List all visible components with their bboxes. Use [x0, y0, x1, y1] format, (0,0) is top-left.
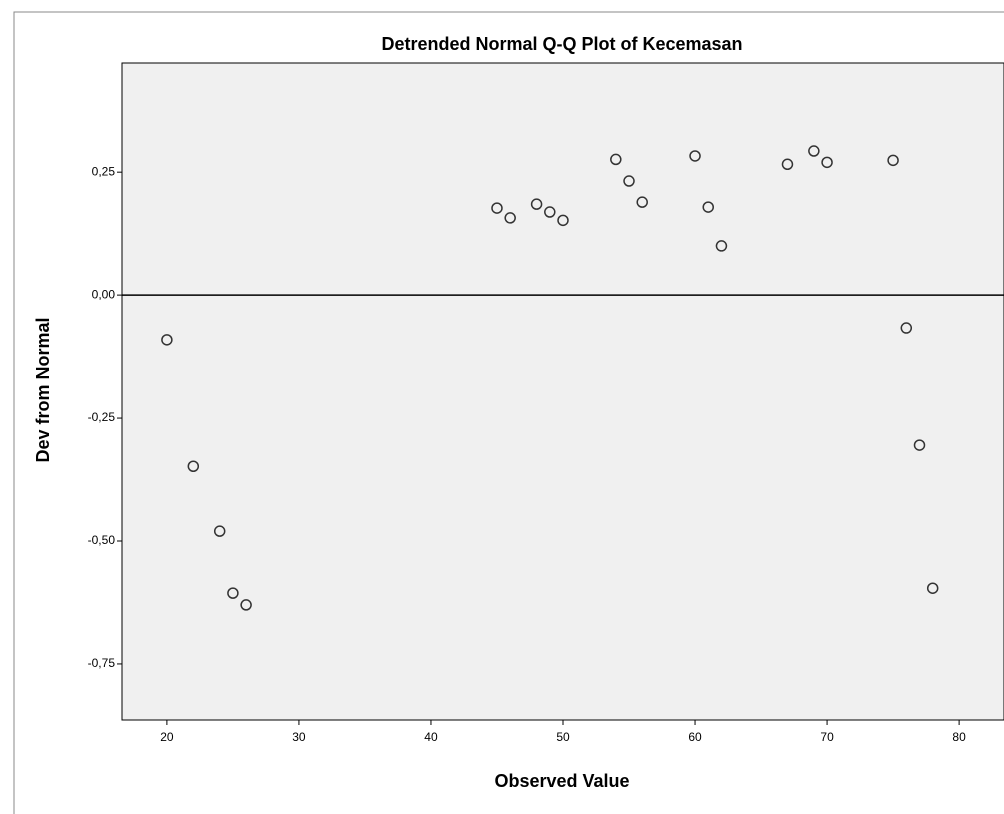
- point: [491, 202, 503, 214]
- point: [544, 206, 556, 218]
- point: [913, 439, 926, 451]
- y-tick-label: -0,75: [88, 656, 116, 670]
- point: [821, 156, 833, 169]
- point: [240, 599, 252, 611]
- y-tick-label: -0,50: [88, 533, 116, 547]
- point: [610, 153, 622, 166]
- point: [900, 322, 913, 334]
- x-tick-label: 40: [424, 730, 438, 744]
- point: [689, 150, 701, 162]
- y-tick-label: 0,25: [92, 164, 116, 178]
- point: [504, 212, 516, 224]
- point: [227, 587, 239, 599]
- point: [715, 240, 728, 252]
- point: [702, 201, 714, 213]
- point: [161, 334, 173, 346]
- y-tick-label: -0,25: [88, 410, 116, 424]
- point: [808, 145, 820, 157]
- point: [623, 175, 635, 187]
- frame: [13, 11, 1004, 814]
- y-axis-label: Dev from Normal: [33, 317, 53, 462]
- point: [781, 158, 794, 171]
- point: [530, 198, 543, 210]
- y-tick-label: 0,00: [92, 287, 116, 301]
- point: [636, 196, 648, 208]
- plot-area: [121, 62, 1004, 721]
- point: [213, 525, 226, 537]
- chart-title: Detrended Normal Q-Q Plot of Kecemasan: [381, 34, 742, 54]
- x-tick-label: 80: [952, 730, 966, 744]
- point: [557, 214, 569, 227]
- x-axis-label: Observed Value: [494, 771, 629, 791]
- x-tick-label: 50: [556, 730, 570, 744]
- point: [187, 460, 200, 472]
- x-tick-label: 70: [820, 730, 834, 744]
- x-tick-label: 20: [160, 730, 174, 744]
- point: [926, 582, 939, 594]
- x-tick-label: 30: [292, 730, 306, 744]
- point: [887, 154, 899, 167]
- x-tick-label: 60: [688, 730, 702, 744]
